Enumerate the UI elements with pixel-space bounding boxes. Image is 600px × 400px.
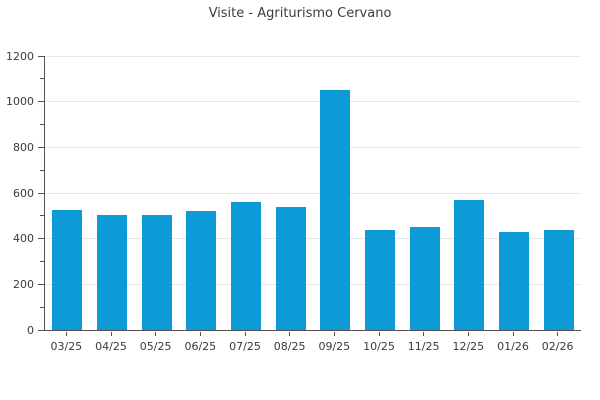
x-tick-label: 03/25 (50, 339, 83, 353)
x-axis-tick (512, 331, 514, 336)
x-axis-tick (155, 331, 157, 336)
bar (141, 214, 172, 330)
x-axis-tick (467, 331, 469, 336)
y-axis-minor-tick (40, 215, 44, 217)
bar (365, 229, 395, 330)
y-axis-major-tick (38, 283, 44, 285)
x-axis-tick (244, 331, 246, 336)
x-axis-tick (199, 331, 201, 336)
x-tick-label: 02/26 (541, 339, 574, 353)
bar (320, 90, 351, 330)
y-axis-minor-tick (40, 261, 44, 262)
x-tick-label: 01/26 (497, 339, 529, 353)
bar (97, 214, 127, 330)
gridline (45, 238, 581, 240)
bar (186, 211, 217, 330)
x-tick-label: 10/25 (363, 339, 395, 353)
x-tick-label: 08/25 (273, 339, 306, 353)
gridline (45, 283, 581, 285)
bar (275, 206, 306, 330)
x-axis-tick (289, 331, 291, 336)
y-axis-major-tick (38, 101, 44, 103)
x-axis-tick (110, 331, 112, 336)
x-tick-label: 11/25 (407, 339, 440, 353)
bar (231, 202, 261, 330)
gridline (45, 101, 581, 103)
x-axis-tick (423, 331, 425, 336)
x-tick-label: 05/25 (139, 339, 172, 353)
y-axis-major-tick (38, 192, 44, 194)
x-axis-labels: 03/25 04/25 05/25 06/25 07/25 08/25 09/25 10/25… (44, 331, 580, 358)
x-tick-label: 09/25 (318, 339, 351, 353)
y-axis-minor-tick (40, 78, 44, 80)
y-tick-label: 400 (13, 232, 34, 246)
x-axis-tick (378, 331, 380, 336)
y-axis-minor-tick (40, 306, 44, 308)
y-axis-major-tick (38, 55, 44, 57)
x-tick-label: 07/25 (229, 339, 261, 353)
y-axis-major-tick (38, 329, 44, 331)
bar (454, 199, 485, 330)
y-axis-major-tick (38, 238, 44, 240)
x-tick-label: 04/25 (95, 339, 127, 353)
x-axis-tick (65, 331, 67, 336)
gridline (45, 192, 581, 194)
x-axis-tick (333, 331, 335, 336)
y-axis-minor-tick (40, 169, 44, 171)
y-tick-label: 200 (13, 277, 34, 291)
gridline (45, 55, 581, 57)
y-axis-minor-tick (40, 124, 44, 125)
x-tick-label: 06/25 (184, 339, 217, 353)
y-axis-major-tick (38, 146, 44, 148)
y-tick-label: 800 (13, 140, 34, 154)
bar (499, 231, 529, 330)
y-tick-label: 0 (27, 323, 34, 337)
bar (543, 229, 574, 330)
x-axis-tick (557, 331, 559, 336)
bar (52, 210, 83, 330)
y-tick-label: 1000 (6, 95, 34, 109)
gridline (45, 146, 581, 148)
y-axis-labels: 0 200 400 600 800 1000 1200 (0, 50, 34, 337)
bar (409, 227, 440, 330)
y-tick-label: 1200 (6, 49, 34, 63)
chart-title: Visite - Agriturismo Cervano (208, 6, 392, 21)
x-tick-label: 12/25 (452, 339, 485, 353)
y-tick-label: 600 (13, 186, 34, 200)
plot-area (38, 55, 581, 331)
